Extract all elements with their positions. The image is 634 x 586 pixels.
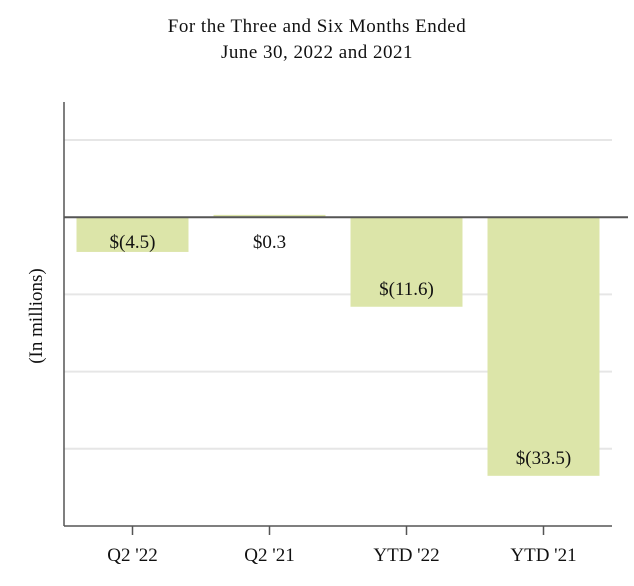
x-tick-label-0: Q2 '22 — [107, 545, 157, 566]
bars — [76, 214, 600, 476]
bar-3 — [487, 217, 600, 476]
y-axis-label: (In millions) — [26, 268, 47, 364]
data-label-2: $(11.6) — [379, 279, 434, 300]
chart-title-line-1: For the Three and Six Months Ended — [167, 16, 467, 37]
data-labels: $(4.5) $0.3 $(11.6) $(33.5) — [110, 232, 572, 469]
bar-2 — [350, 217, 463, 307]
axes: Q2 '22 Q2 '21 YTD '22 YTD '21 — [63, 102, 628, 566]
data-label-1: $0.3 — [253, 232, 286, 253]
data-label-0: $(4.5) — [110, 232, 156, 253]
bar-1 — [213, 214, 326, 218]
x-tick-label-1: Q2 '21 — [244, 545, 294, 566]
data-label-3: $(33.5) — [516, 448, 571, 469]
x-tick-label-3: YTD '21 — [510, 545, 576, 566]
bar-0 — [76, 217, 189, 252]
chart-title-line-2: June 30, 2022 and 2021 — [220, 42, 413, 63]
chart-title: For the Three and Six Months Ended June … — [0, 14, 634, 66]
x-tick-label-2: YTD '22 — [373, 545, 439, 566]
